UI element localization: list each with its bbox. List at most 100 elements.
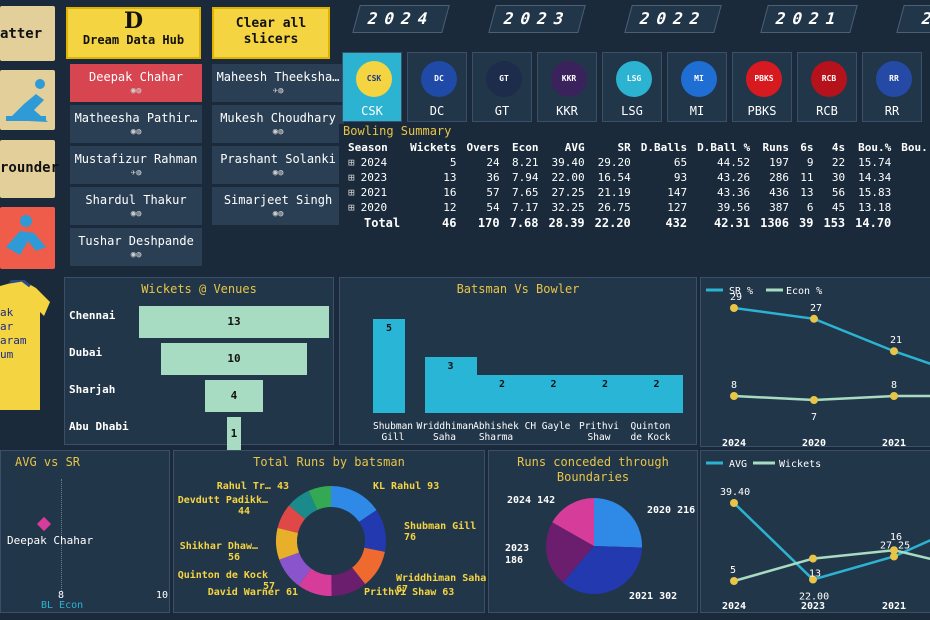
year-slicer-2023[interactable]: 2023 (488, 5, 586, 33)
bowler-role-tile[interactable] (0, 70, 55, 130)
player-item[interactable]: Maheesh Theeksha… ✈◍ (212, 64, 344, 102)
table-cell: 7.94 (505, 170, 544, 185)
player-item[interactable]: Mukesh Choudhary ◉◍ (212, 105, 344, 143)
year-slicer-2022[interactable]: 2022 (624, 5, 722, 33)
table-cell: 45 (818, 200, 850, 215)
table-header[interactable]: Bou. Run (901, 141, 930, 154)
bvb-bar[interactable]: 2 (527, 375, 580, 413)
jersey-text-1: ak (0, 306, 14, 319)
table-header[interactable]: D.Ball % (697, 141, 751, 154)
player-type-icon: ✈◍ (272, 86, 284, 96)
player-name: Matheesha Pathir… (74, 111, 198, 125)
player-item[interactable]: Mustafizur Rahman ✈◍ (70, 146, 202, 184)
year-slicer-2024[interactable]: 2024 (352, 5, 450, 33)
batter-role-tile[interactable]: atter (0, 6, 55, 61)
table-cell: 65 (636, 155, 692, 170)
bvb-bar[interactable]: 2 (579, 375, 631, 413)
table-header[interactable]: 4s (831, 141, 846, 154)
table-header[interactable]: AVG (564, 141, 585, 154)
player-type-icon: ◉◍ (272, 209, 284, 219)
table-header[interactable]: Bou.% (858, 141, 892, 154)
clear-slicers-button[interactable]: Clear all slicers (212, 7, 330, 59)
table-cell: 387 (755, 200, 794, 215)
table-header[interactable]: Runs (762, 141, 790, 154)
legend-avg-label: AVG (729, 459, 747, 470)
player-item[interactable]: Matheesha Pathir… ◉◍ (70, 105, 202, 143)
bvb-bar[interactable]: 5 (373, 319, 405, 413)
cell-value: 170 (477, 216, 500, 230)
kkr-logo-icon: KKR (551, 61, 587, 97)
cell-value: 2020 (360, 201, 388, 214)
player-name: Prashant Solanki (220, 152, 336, 166)
table-cell: 197 (755, 155, 794, 170)
bvb-bar[interactable]: 2 (630, 375, 683, 413)
dream-data-hub-button[interactable]: D Dream Data Hub (66, 7, 201, 59)
team-slicer-gt[interactable]: GT GT (472, 52, 532, 122)
team-slicer-rcb[interactable]: RCB RCB (797, 52, 857, 122)
wicketkeeper-role-tile[interactable] (0, 207, 55, 269)
team-slicer-kkr[interactable]: KKR KKR (537, 52, 597, 122)
donut-slice (276, 527, 300, 560)
year-slicer-2[interactable]: 2 (896, 5, 930, 33)
table-cell: 26.75 (590, 200, 636, 215)
scatter-xtick-8: 8 (58, 590, 65, 601)
table-cell: Total (343, 215, 405, 231)
pie-label: 2024 142 (507, 495, 555, 506)
team-slicer-pbks[interactable]: PBKS PBKS (732, 52, 792, 122)
expand-icon[interactable]: ⊞ (348, 186, 355, 199)
team-slicer-mi[interactable]: MI MI (667, 52, 727, 122)
player-item[interactable]: Simarjeet Singh ◉◍ (212, 187, 344, 225)
pie-slice (546, 522, 594, 583)
team-slicer-dc[interactable]: DC DC (407, 52, 467, 122)
donut-slice (359, 510, 386, 552)
table-cell: 56 (818, 185, 850, 200)
player-item[interactable]: Tushar Deshpande ◉◍ (70, 228, 202, 266)
donut-slice (331, 567, 366, 596)
cell-value: 26.75 (597, 201, 631, 214)
table-header[interactable]: Season (348, 141, 388, 154)
expand-icon[interactable]: ⊞ (348, 156, 355, 169)
table-cell: 14.34 (850, 170, 896, 185)
venue-bar[interactable]: 4 (204, 380, 264, 412)
team-slicer-rr[interactable]: RR RR (862, 52, 922, 122)
table-header[interactable]: D.Balls (640, 141, 688, 154)
cell-value: 39 (799, 216, 814, 230)
table-header[interactable]: Econ (512, 141, 539, 154)
cell-value: 7.17 (512, 201, 539, 214)
year-slicer-2021[interactable]: 2021 (760, 5, 858, 33)
table-header[interactable]: Overs (466, 141, 500, 154)
bvb-bar[interactable]: 3 (424, 356, 477, 413)
expand-icon[interactable]: ⊞ (348, 171, 355, 184)
table-cell: 7.68 (505, 215, 544, 231)
venue-bar[interactable]: 1 (226, 417, 242, 451)
sr-econ-chart: SR % Econ % 29 8 2024 27 7 2020 21 8 2021 (706, 286, 930, 448)
team-slicer-lsg[interactable]: LSG LSG (602, 52, 662, 122)
sr-econ-xtick: 2020 (802, 438, 826, 448)
table-cell: 24 (461, 155, 504, 170)
allrounder-role-tile[interactable]: rounder (0, 140, 59, 198)
team-name: PBKS (747, 104, 777, 118)
wicketkeeper-icon (6, 215, 46, 255)
table-cell: 42.31 (692, 215, 755, 231)
team-slicer-csk[interactable]: CSK CSK (342, 52, 402, 122)
venue-bar[interactable]: 10 (160, 343, 308, 375)
expand-icon[interactable]: ⊞ (348, 201, 355, 214)
player-type-icon: ◉◍ (272, 168, 284, 178)
table-cell: 32.25 (544, 200, 590, 215)
table-cell: 147 (636, 185, 692, 200)
team-name: LSG (621, 104, 643, 118)
scatter-point[interactable] (36, 516, 52, 532)
table-header[interactable]: Wickets (410, 141, 457, 154)
table-cell: 22.00 (544, 170, 590, 185)
table-header[interactable]: 6s (800, 141, 814, 154)
player-item[interactable]: Prashant Solanki ◉◍ (212, 146, 344, 184)
donut-label-value: 44 (238, 506, 250, 517)
player-item[interactable]: Shardul Thakur ◉◍ (70, 187, 202, 225)
table-cell: 153 (818, 215, 850, 231)
venue-bar[interactable]: 13 (139, 306, 329, 338)
player-item[interactable]: Deepak Chahar ◉◍ (70, 64, 202, 102)
table-header[interactable]: SR (617, 141, 631, 154)
avg-value: 39.40 (720, 487, 750, 498)
bvb-bar[interactable]: 2 (476, 375, 528, 413)
cell-value: 65 (673, 156, 688, 169)
